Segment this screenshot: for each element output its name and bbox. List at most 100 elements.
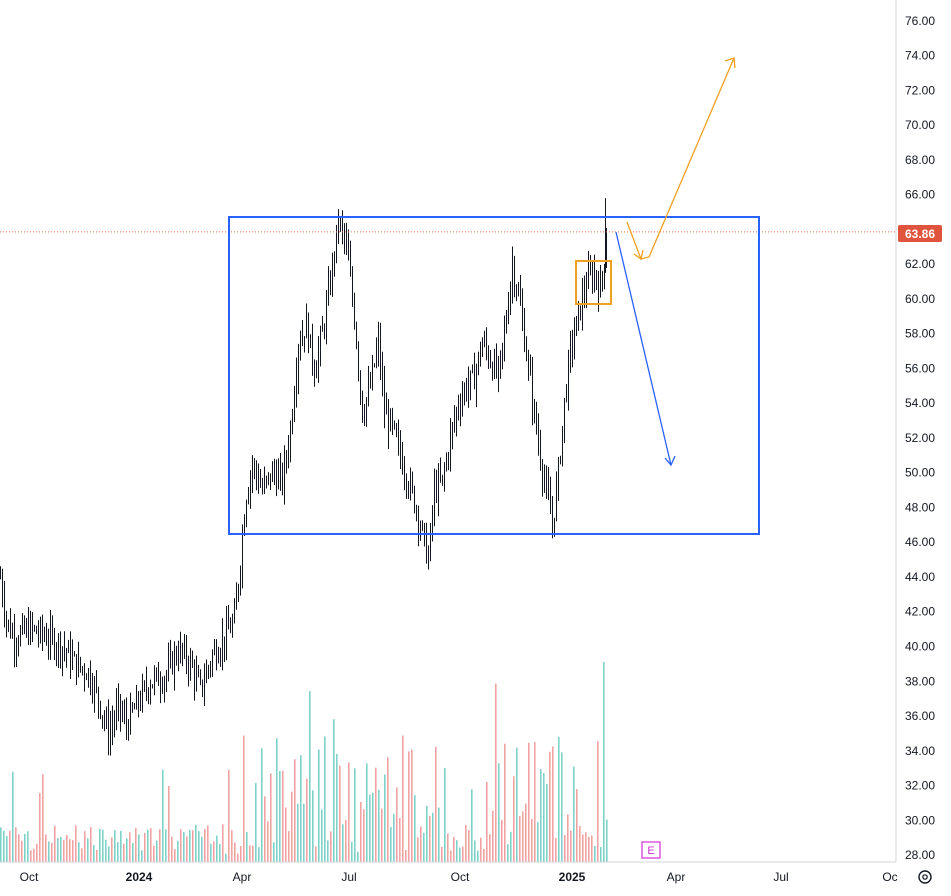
volume-bar [48, 841, 50, 862]
volume-bar [294, 759, 296, 862]
volume-bar [513, 776, 515, 862]
volume-bar [165, 829, 167, 862]
price-tick-label: 30.00 [905, 813, 935, 827]
volume-bar [39, 793, 41, 862]
volume-bar [543, 773, 545, 862]
volume-bar [177, 840, 179, 862]
volume-bar [603, 662, 605, 862]
volume-bar [249, 845, 251, 862]
volume-bar [336, 753, 338, 862]
volume-bar [117, 842, 119, 862]
volume-bar [54, 825, 56, 862]
volume-bar [435, 746, 437, 862]
volume-bar [348, 762, 350, 862]
price-tick-label: 70.00 [905, 118, 935, 132]
volume-bar [306, 778, 308, 862]
volume-bar [81, 848, 83, 862]
price-tick-label: 34.00 [905, 744, 935, 758]
volume-bar [42, 774, 44, 862]
volume-bar [444, 768, 446, 862]
volume-bar [489, 834, 491, 862]
volume-bars [0, 662, 608, 862]
volume-bar [411, 749, 413, 862]
volume-bar [447, 833, 449, 862]
volume-bar [570, 830, 572, 862]
volume-bar [273, 842, 275, 862]
volume-bar [225, 853, 227, 862]
volume-bar [495, 683, 497, 862]
volume-bar [123, 843, 125, 862]
volume-bar [258, 847, 260, 862]
volume-bar [147, 829, 149, 862]
volume-bar [60, 836, 62, 862]
volume-bar [213, 841, 215, 862]
volume-bar [549, 751, 551, 862]
volume-bar [552, 746, 554, 862]
volume-bar [330, 831, 332, 862]
volume-bar [24, 833, 26, 862]
range-box-drawing[interactable] [228, 216, 760, 535]
volume-bar [84, 831, 86, 862]
volume-bar [354, 768, 356, 862]
volume-bar [357, 851, 359, 862]
volume-bar [297, 803, 299, 862]
volume-bar [417, 837, 419, 862]
volume-bar [438, 807, 440, 862]
volume-bar [315, 846, 317, 862]
volume-bar [246, 831, 248, 862]
volume-bar [465, 824, 467, 862]
volume-bar [198, 831, 200, 862]
volume-bar [96, 849, 98, 862]
volume-bar [237, 853, 239, 862]
price-axis[interactable]: 76.0074.0072.0070.0068.0066.0064.0062.00… [905, 14, 935, 862]
consolidation-box-drawing[interactable] [575, 260, 612, 305]
volume-bar [573, 766, 575, 862]
price-tick-label: 62.00 [905, 257, 935, 271]
volume-bar [432, 812, 434, 862]
volume-bar [279, 770, 281, 862]
volume-bar [240, 846, 242, 862]
volume-bar [174, 849, 176, 862]
bullish-arrow-drawing[interactable] [626, 57, 736, 261]
volume-bar [171, 836, 173, 862]
volume-bar [327, 840, 329, 862]
price-tick-label: 36.00 [905, 709, 935, 723]
volume-bar [9, 830, 11, 862]
volume-bar [108, 846, 110, 862]
volume-bar [156, 840, 158, 862]
time-tick-label: 2024 [126, 870, 153, 884]
volume-bar [567, 814, 569, 862]
chart-settings-icon[interactable] [918, 870, 932, 884]
volume-bar [261, 748, 263, 862]
current-price-badge-bg [898, 225, 942, 242]
volume-bar [420, 826, 422, 862]
volume-bar [588, 836, 590, 862]
price-tick-label: 42.00 [905, 605, 935, 619]
volume-bar [243, 735, 245, 862]
price-tick-label: 48.00 [905, 500, 935, 514]
volume-bar [75, 825, 77, 862]
volume-bar [324, 736, 326, 862]
price-tick-label: 74.00 [905, 49, 935, 63]
volume-bar [564, 834, 566, 862]
volume-bar [312, 790, 314, 862]
volume-bar [234, 842, 236, 862]
volume-bar [339, 765, 341, 862]
volume-bar [141, 850, 143, 862]
time-axis[interactable]: Oct 2024 Apr Jul Oct 2025 Apr Jul Oc [20, 870, 898, 884]
volume-bar [207, 825, 209, 862]
volume-bar [90, 827, 92, 862]
volume-bar [153, 846, 155, 862]
volume-bar [501, 820, 503, 862]
volume-bar [492, 810, 494, 862]
volume-bar [159, 829, 161, 862]
volume-bar [471, 789, 473, 862]
volume-bar [162, 769, 164, 862]
volume-bar [474, 840, 476, 862]
volume-bar [546, 783, 548, 862]
volume-bar [186, 836, 188, 862]
bearish-arrow-drawing[interactable] [615, 231, 676, 467]
volume-bar [255, 782, 257, 862]
earnings-marker[interactable]: E [641, 841, 661, 859]
